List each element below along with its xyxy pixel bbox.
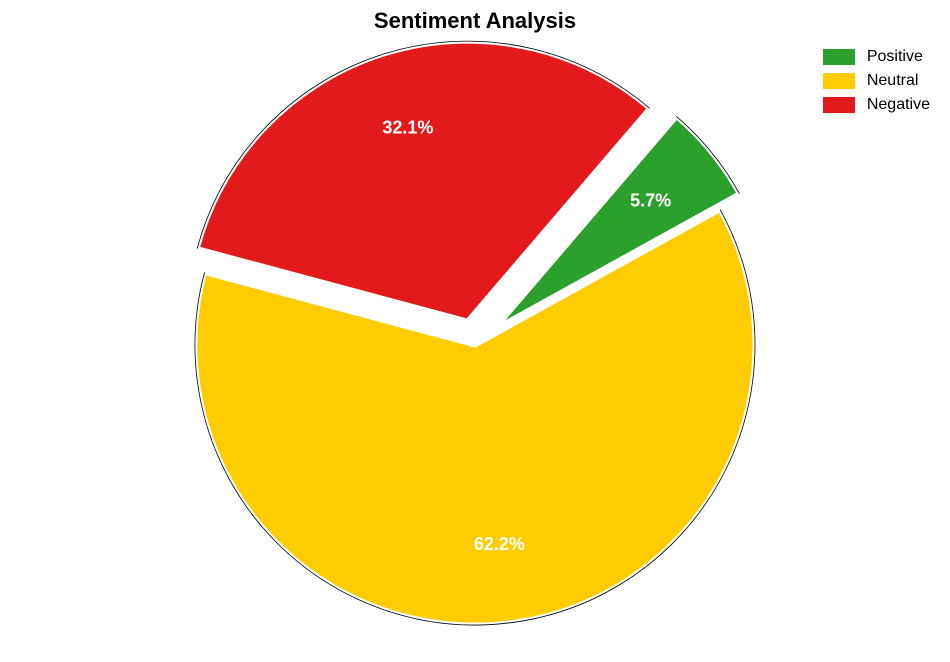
pie-svg: 32.1% 5.7% 62.2% (0, 0, 950, 662)
legend-item-negative: Negative (823, 96, 930, 114)
legend-label-neutral: Neutral (867, 72, 919, 90)
legend: Positive Neutral Negative (823, 48, 930, 120)
legend-swatch-negative (823, 97, 855, 113)
pct-label-positive: 5.7% (630, 191, 671, 211)
pct-label-neutral: 62.2% (474, 534, 525, 554)
legend-item-neutral: Neutral (823, 72, 930, 90)
pct-label-negative: 32.1% (382, 117, 433, 137)
legend-swatch-positive (823, 49, 855, 65)
sentiment-pie-chart: Sentiment Analysis 32.1%5.7%62.2% Positi… (0, 0, 950, 662)
legend-label-positive: Positive (867, 48, 923, 66)
legend-label-negative: Negative (867, 96, 930, 114)
legend-item-positive: Positive (823, 48, 930, 66)
legend-swatch-neutral (823, 73, 855, 89)
